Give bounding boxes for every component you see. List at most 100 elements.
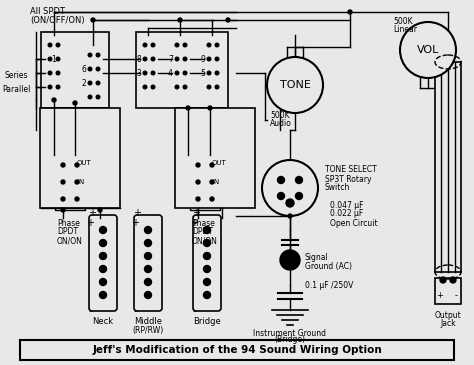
Circle shape	[73, 101, 77, 105]
Text: Ground (AC): Ground (AC)	[305, 262, 352, 272]
Circle shape	[207, 71, 211, 75]
Bar	[140, 35, 158, 103]
Circle shape	[277, 192, 284, 200]
Circle shape	[203, 292, 210, 299]
FancyBboxPatch shape	[193, 215, 221, 311]
Circle shape	[145, 278, 152, 285]
Bar	[40, 108, 120, 208]
Text: Middle: Middle	[134, 316, 162, 326]
Circle shape	[210, 180, 214, 184]
Text: 0.047 μF: 0.047 μF	[330, 200, 364, 210]
Text: Linear: Linear	[393, 26, 417, 35]
Text: OUT: OUT	[77, 160, 92, 166]
Bar	[55, 155, 85, 210]
Text: Bridge: Bridge	[193, 316, 221, 326]
Circle shape	[91, 18, 95, 22]
Text: 0.022 μF: 0.022 μF	[330, 210, 363, 219]
Circle shape	[178, 18, 182, 22]
Circle shape	[267, 57, 323, 113]
Circle shape	[100, 292, 107, 299]
Text: ON/ON: ON/ON	[57, 237, 83, 246]
Text: 8: 8	[136, 54, 141, 64]
Text: (Bridge): (Bridge)	[274, 335, 306, 345]
Text: (ON/OFF/ON): (ON/OFF/ON)	[30, 15, 85, 24]
Circle shape	[175, 85, 179, 89]
Circle shape	[286, 199, 294, 207]
Circle shape	[100, 265, 107, 273]
Text: Series: Series	[5, 70, 28, 80]
Circle shape	[143, 57, 147, 61]
Circle shape	[203, 253, 210, 260]
Text: +: +	[133, 208, 141, 218]
Circle shape	[48, 57, 52, 61]
Circle shape	[203, 239, 210, 246]
Circle shape	[288, 214, 292, 218]
Circle shape	[61, 197, 65, 201]
Circle shape	[348, 10, 352, 14]
Circle shape	[210, 197, 214, 201]
Circle shape	[75, 163, 79, 167]
Circle shape	[145, 265, 152, 273]
Circle shape	[280, 250, 300, 270]
Circle shape	[48, 43, 52, 47]
Circle shape	[75, 197, 79, 201]
Text: -: -	[192, 306, 196, 316]
Circle shape	[143, 43, 147, 47]
Text: 7: 7	[168, 54, 173, 64]
Text: DPDT: DPDT	[57, 227, 78, 237]
Circle shape	[145, 292, 152, 299]
Text: Phase: Phase	[57, 219, 80, 227]
Circle shape	[56, 71, 60, 75]
Circle shape	[100, 227, 107, 234]
Circle shape	[175, 57, 179, 61]
Circle shape	[215, 43, 219, 47]
Circle shape	[61, 208, 65, 212]
Text: +: +	[190, 218, 198, 228]
Bar	[190, 155, 220, 210]
Circle shape	[196, 197, 200, 201]
Text: 500K: 500K	[393, 18, 413, 27]
Circle shape	[196, 180, 200, 184]
Text: +: +	[437, 292, 444, 300]
Text: 6: 6	[81, 65, 86, 73]
Circle shape	[203, 278, 210, 285]
Circle shape	[88, 95, 92, 99]
Text: +: +	[88, 208, 96, 218]
Text: SP3T Rotary: SP3T Rotary	[325, 174, 372, 184]
Text: Audio: Audio	[270, 119, 292, 127]
Circle shape	[48, 71, 52, 75]
Text: IN: IN	[212, 179, 219, 185]
Circle shape	[215, 85, 219, 89]
Text: +: +	[131, 218, 139, 228]
Text: 1: 1	[52, 54, 56, 64]
Bar	[435, 62, 461, 272]
Circle shape	[98, 208, 102, 212]
Circle shape	[207, 43, 211, 47]
Circle shape	[96, 67, 100, 71]
Circle shape	[56, 57, 60, 61]
Circle shape	[215, 71, 219, 75]
Circle shape	[203, 265, 210, 273]
Bar	[136, 32, 228, 108]
Circle shape	[61, 163, 65, 167]
Circle shape	[226, 18, 230, 22]
Text: Parallel: Parallel	[2, 85, 30, 95]
FancyBboxPatch shape	[134, 215, 162, 311]
Text: Jack: Jack	[440, 319, 456, 327]
Circle shape	[277, 177, 284, 184]
Circle shape	[100, 278, 107, 285]
Circle shape	[183, 43, 187, 47]
Circle shape	[151, 85, 155, 89]
Circle shape	[52, 98, 56, 102]
Circle shape	[100, 253, 107, 260]
Bar	[435, 278, 461, 304]
Text: -: -	[88, 306, 92, 316]
Text: 9: 9	[200, 54, 205, 64]
Text: Switch: Switch	[325, 184, 350, 192]
Circle shape	[203, 227, 210, 234]
Circle shape	[186, 106, 190, 110]
Circle shape	[295, 192, 302, 200]
Circle shape	[143, 71, 147, 75]
Circle shape	[207, 57, 211, 61]
Circle shape	[145, 239, 152, 246]
